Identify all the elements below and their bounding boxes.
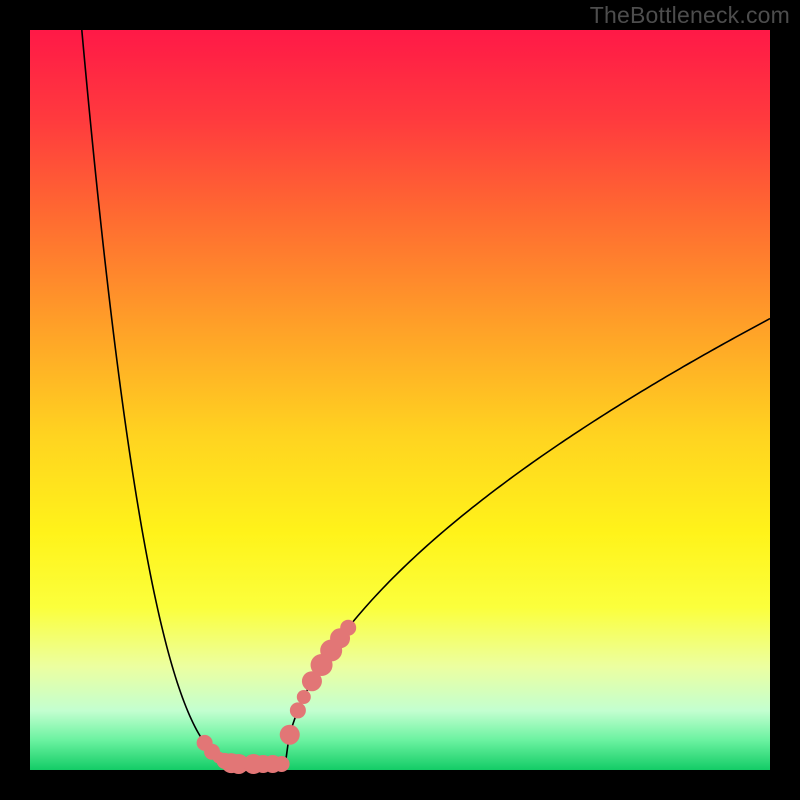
chart-canvas: TheBottleneck.com bbox=[0, 0, 800, 800]
watermark-text: TheBottleneck.com bbox=[590, 2, 790, 29]
data-marker bbox=[280, 725, 300, 745]
data-marker bbox=[340, 620, 356, 636]
data-marker bbox=[297, 690, 311, 704]
plot-background bbox=[30, 30, 770, 770]
data-marker bbox=[274, 756, 290, 772]
data-marker bbox=[290, 702, 306, 718]
bottleneck-chart-svg bbox=[0, 0, 800, 800]
